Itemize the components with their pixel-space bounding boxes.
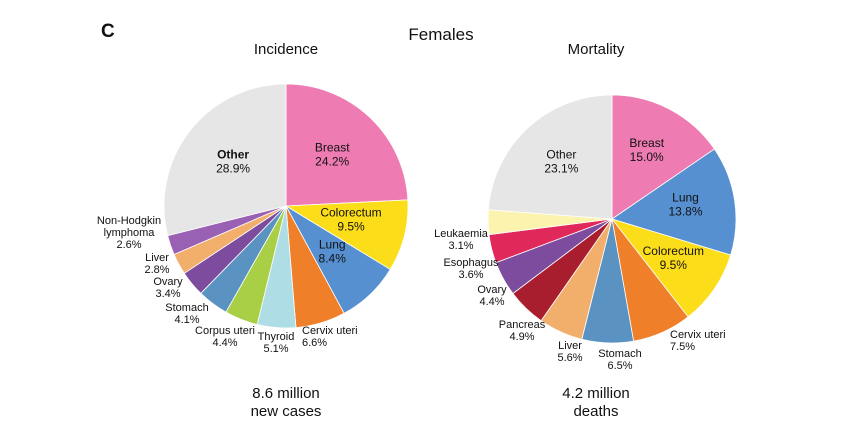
mortality-slice-lung xyxy=(611,148,737,256)
mortality-label-other: Other 23.1% xyxy=(544,148,578,176)
incidence-label-thyroid: Thyroid 5.1% xyxy=(258,331,295,355)
incidence-title: Incidence xyxy=(254,41,318,58)
incidence-label-ovary: Ovary 3.4% xyxy=(153,276,183,300)
mortality-label-esophagus: Esophagus 3.6% xyxy=(443,257,499,281)
mortality-title: Mortality xyxy=(568,41,625,58)
incidence-label-breast: Breast 24.2% xyxy=(315,140,350,168)
incidence-pie: Incidence Breast 24.2% Colorectum 9.5% Lung 8… xyxy=(97,41,409,420)
mortality-labels: Breast 15.0%Lung 13.8% Colorectum 9.5% Cervix… xyxy=(434,136,726,372)
incidence-label-other: Other 28.9% xyxy=(216,148,250,176)
incidence-label-non-hodgkin-lymphoma: Non-Hodgkin lymphoma 2.6% xyxy=(97,215,161,251)
mortality-slices xyxy=(487,94,737,344)
incidence-slice-breast xyxy=(285,83,409,207)
incidence-label-lung: Lung 8.4% xyxy=(319,238,347,266)
mortality-label-breast: Breast 15.0% xyxy=(629,136,664,164)
incidence-total-value: 8.6 million xyxy=(252,385,320,402)
mortality-label-liver: Liver 5.6% xyxy=(557,340,582,364)
mortality-label-leukaemia: Leukaemia 3.1% xyxy=(434,228,489,252)
incidence-total-unit: new cases xyxy=(251,403,322,420)
figure-title: Females xyxy=(408,25,473,44)
incidence-label-stomach: Stomach 4.1% xyxy=(165,302,208,326)
mortality-slice-colorectum xyxy=(610,218,732,318)
incidence-slices xyxy=(163,83,409,329)
mortality-pie: Mortality Breast 15.0%Lung 13.8% Colorectum… xyxy=(434,41,737,420)
mortality-label-cervix-uteri: Cervix uteri 7.5% xyxy=(670,329,726,353)
incidence-label-liver: Liver 2.8% xyxy=(144,252,169,276)
panel-letter: C xyxy=(101,21,115,42)
incidence-label-colorectum: Colorectum 9.5% xyxy=(320,206,381,234)
mortality-label-pancreas: Pancreas 4.9% xyxy=(499,319,546,343)
mortality-total-unit: deaths xyxy=(573,403,618,420)
mortality-slice-breast xyxy=(611,94,715,220)
incidence-label-cervix-uteri: Cervix uteri 6.6% xyxy=(302,325,358,349)
mortality-label-stomach: Stomach 6.5% xyxy=(598,348,641,372)
incidence-labels: Breast 24.2% Colorectum 9.5% Lung 8.4% Cervix … xyxy=(97,140,382,355)
mortality-label-ovary: Ovary 4.4% xyxy=(477,284,507,308)
incidence-slice-other xyxy=(163,83,287,237)
mortality-label-colorectum: Colorectum 9.5% xyxy=(643,244,704,272)
incidence-label-corpus-uteri: Corpus uteri 4.4% xyxy=(195,325,255,349)
mortality-label-lung: Lung 13.8% xyxy=(668,191,702,219)
mortality-total-value: 4.2 million xyxy=(562,385,630,402)
mortality-slice-other xyxy=(487,94,613,220)
